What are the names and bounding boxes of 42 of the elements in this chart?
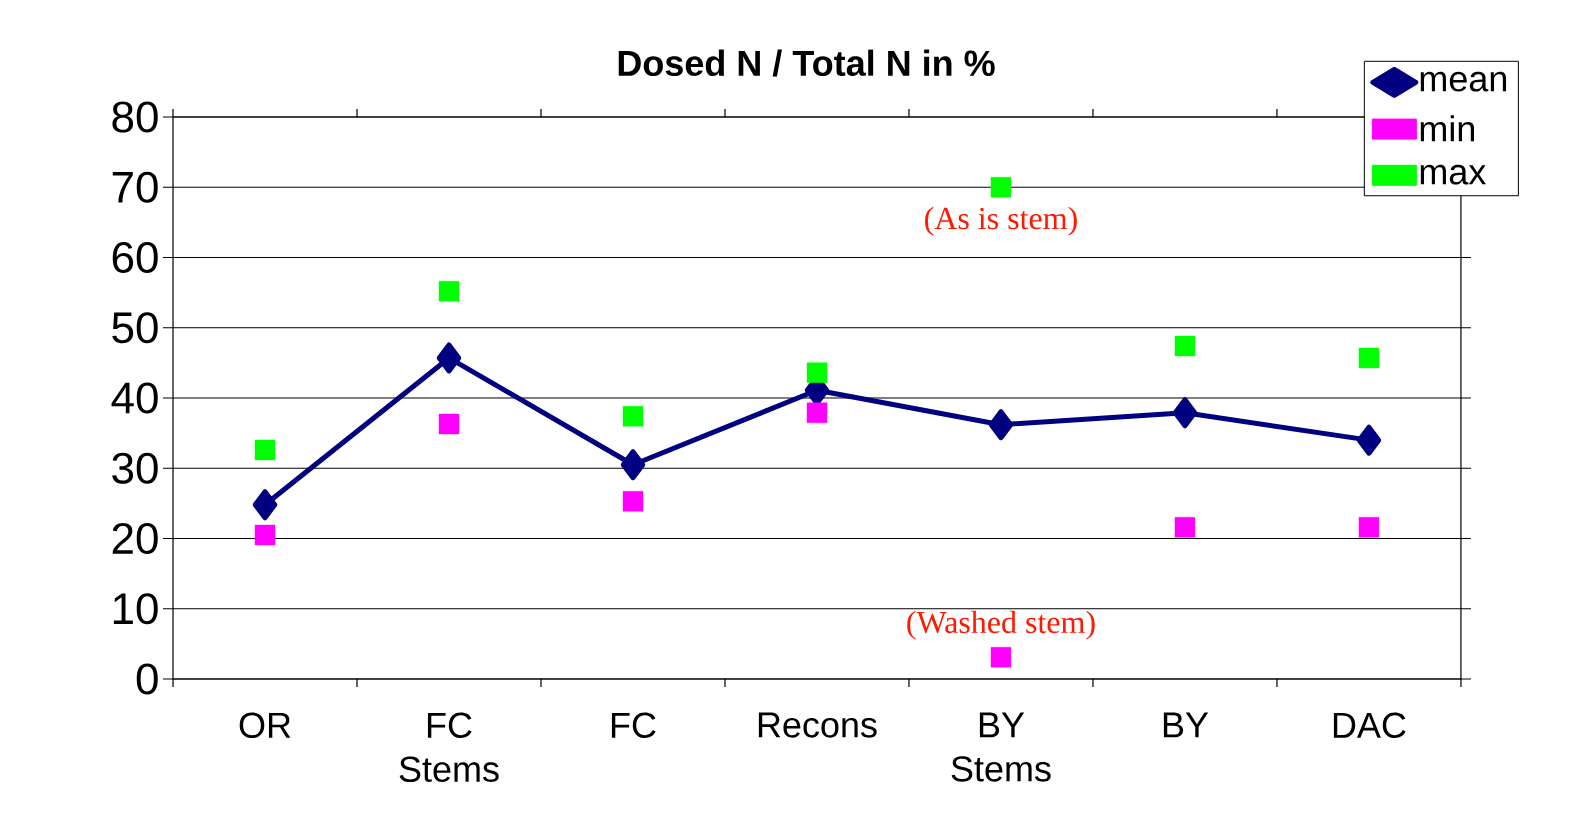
annotation: (Washed stem) [907, 610, 1095, 640]
x-tick-label: BY Stems [951, 712, 1051, 782]
point [1358, 517, 1380, 538]
x-tick-label: FC [611, 712, 656, 738]
y-tick-label: 60 [112, 241, 158, 274]
point [988, 409, 1014, 441]
point [806, 402, 828, 423]
point [254, 439, 276, 461]
y-tick-label: 40 [111, 382, 158, 414]
legend-label: mean [1420, 71, 1507, 92]
point [254, 524, 276, 546]
point [1356, 424, 1382, 456]
point [806, 362, 828, 383]
x-tick-label: OR [239, 712, 291, 738]
x-tick-label: BY [1163, 712, 1209, 738]
y-tick-label: 0 [136, 663, 158, 695]
x-tick-label: FC Stems [399, 712, 499, 782]
point [622, 406, 644, 427]
point [436, 342, 462, 374]
annotation: (As is stem) [925, 206, 1077, 236]
point [252, 489, 278, 521]
point [1358, 347, 1380, 369]
y-tick-label: 10 [113, 593, 158, 625]
point [990, 647, 1012, 668]
chart-title: Dosed N / Total N in % [618, 49, 995, 77]
y-tick-label: 30 [112, 452, 158, 484]
point [1172, 397, 1198, 429]
point [990, 177, 1012, 198]
point [622, 491, 644, 512]
point [1174, 517, 1196, 538]
point [620, 449, 646, 481]
y-tick-label: 80 [112, 101, 158, 133]
legend-label: max [1420, 164, 1486, 185]
x-tick-label: DAC [1333, 712, 1406, 738]
legend-label: min [1420, 115, 1474, 142]
point [438, 281, 460, 302]
point [438, 413, 460, 435]
y-tick-label: 70 [112, 171, 158, 203]
x-tick-label: Recons [758, 712, 877, 738]
point [1174, 335, 1196, 357]
y-tick-label: 20 [112, 522, 158, 555]
y-tick-label: 50 [112, 312, 158, 344]
